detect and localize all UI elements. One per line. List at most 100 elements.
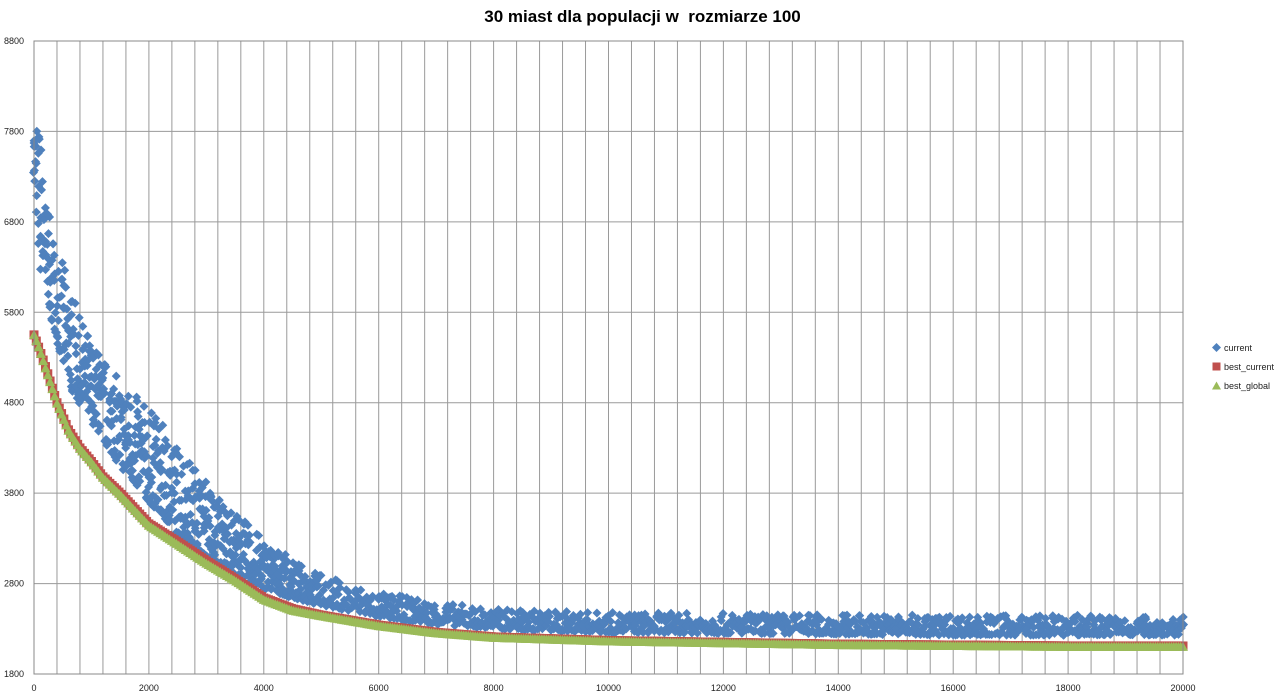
current-point (344, 587, 354, 597)
current-point (116, 412, 126, 422)
current-point (100, 388, 110, 398)
x-tick-label: 8000 (484, 683, 504, 693)
current-point (37, 177, 47, 187)
current-point (448, 600, 458, 610)
current-point (575, 609, 585, 619)
current-point (82, 331, 92, 341)
current-point (91, 409, 101, 419)
current-point (49, 250, 59, 260)
current-point (630, 621, 640, 631)
current-point (422, 608, 432, 618)
current-point (142, 431, 152, 441)
current-point (226, 508, 236, 518)
current-point (608, 608, 618, 618)
current-point (146, 408, 156, 418)
legend-square-icon (1212, 362, 1221, 371)
current-point (214, 495, 224, 505)
current-point (120, 439, 130, 449)
current-point (1174, 629, 1184, 639)
current-point (782, 617, 792, 627)
legend-item-best-current: best_current (1212, 357, 1274, 376)
current-point (47, 314, 57, 324)
x-tick-label: 18000 (1056, 683, 1081, 693)
y-tick-label: 6800 (4, 217, 24, 227)
x-tick-label: 20000 (1170, 683, 1195, 693)
current-point (544, 607, 554, 617)
legend-label-best-current: best_current (1224, 361, 1275, 372)
current-point (177, 469, 187, 479)
current-point (66, 375, 76, 385)
current-point (151, 413, 161, 423)
series-current-points (29, 126, 1189, 640)
current-point (53, 315, 63, 325)
current-point (230, 550, 240, 560)
current-point (30, 176, 40, 186)
legend: current best_current best_global (1212, 338, 1274, 395)
current-point (36, 145, 46, 155)
current-point (174, 452, 184, 462)
current-point (185, 458, 195, 468)
current-point (725, 628, 735, 638)
best-global-point (35, 348, 46, 358)
current-point (957, 613, 967, 623)
current-point (273, 547, 283, 557)
legend-diamond-icon (1212, 343, 1221, 352)
current-point (73, 330, 83, 340)
current-point (151, 434, 161, 444)
current-point (133, 411, 143, 421)
current-point (625, 610, 635, 620)
current-point (37, 185, 47, 195)
current-point (132, 392, 142, 402)
current-point (457, 600, 467, 610)
best-global-point (40, 363, 51, 373)
current-point (42, 239, 52, 249)
x-tick-label: 6000 (369, 683, 389, 693)
current-point (817, 614, 827, 624)
current-point (1041, 613, 1051, 623)
current-point (121, 399, 131, 409)
current-point (592, 608, 602, 618)
axis-tick-labels: 1800 2800 3800 4800 5800 6800 7800 8800 0 2000 400… (4, 36, 1196, 693)
current-point (172, 444, 182, 454)
current-point (1140, 612, 1150, 622)
current-point (606, 616, 616, 626)
current-point (53, 266, 63, 276)
grid-lines (34, 40, 1183, 675)
chart-title: 30 miast dla populacji w rozmiarze 100 (484, 7, 801, 26)
current-point (107, 406, 117, 416)
x-tick-label: 2000 (139, 683, 159, 693)
current-point (88, 401, 98, 411)
current-point (34, 134, 44, 144)
current-point (907, 610, 917, 620)
current-point (913, 614, 923, 624)
best-global-point (49, 391, 60, 401)
current-point (163, 441, 173, 451)
legend-label-current: current (1224, 342, 1253, 353)
current-point (71, 341, 81, 351)
current-point (57, 258, 67, 268)
current-point (82, 361, 92, 371)
current-point (41, 250, 51, 260)
current-point (103, 439, 113, 449)
best-global-point (38, 356, 49, 366)
y-tick-label: 7800 (4, 126, 24, 136)
current-point (583, 608, 593, 618)
current-point (313, 581, 323, 591)
best-global-point (33, 342, 44, 352)
current-point (74, 313, 84, 323)
current-point (789, 610, 799, 620)
current-point (674, 610, 684, 620)
x-tick-label: 14000 (826, 683, 851, 693)
current-point (153, 495, 163, 505)
current-point (223, 529, 233, 539)
y-tick-label: 5800 (4, 307, 24, 317)
legend-item-best-global: best_global (1212, 376, 1274, 395)
current-point (430, 601, 440, 611)
current-point (805, 611, 815, 621)
current-point (198, 504, 208, 514)
current-point (146, 477, 156, 487)
current-point (190, 465, 200, 475)
current-point (172, 477, 182, 487)
current-point (236, 563, 246, 573)
current-point (134, 472, 144, 482)
